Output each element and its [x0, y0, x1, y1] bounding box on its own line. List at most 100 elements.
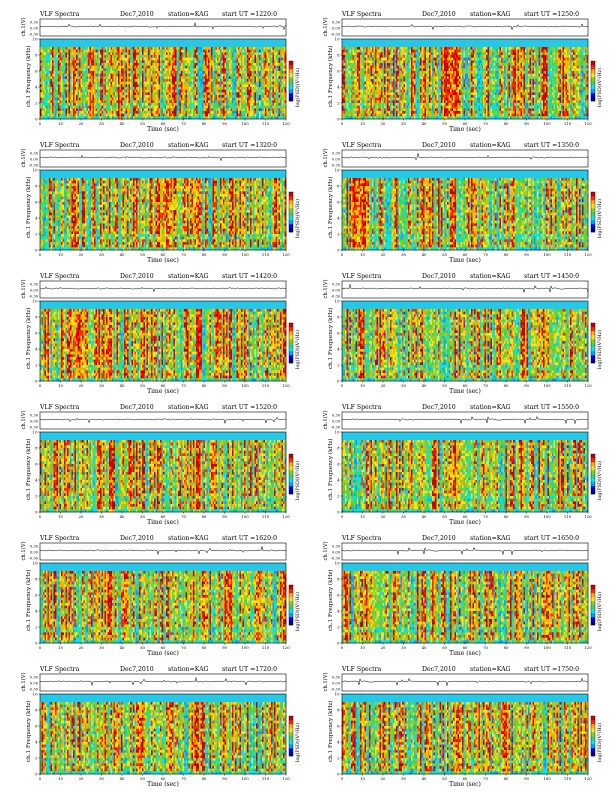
waveform-trace	[39, 546, 287, 556]
x-tick-label: 10	[58, 121, 63, 126]
y-tick-label: 2	[337, 232, 340, 237]
colorbar-tick-label: -	[294, 453, 295, 457]
colorbar-tick-label: -	[596, 584, 597, 588]
colorbar	[591, 716, 595, 757]
x-tick-label: 40	[422, 121, 427, 126]
x-tick-label: 30	[99, 645, 104, 650]
y-tick-label: 2	[337, 494, 340, 499]
x-tick-label: 80	[202, 252, 207, 257]
x-tick-label: 80	[202, 383, 207, 388]
colorbar	[289, 323, 293, 364]
x-tick-label: 60	[463, 514, 468, 519]
x-tick-label: 110	[262, 514, 270, 519]
panel-start-time: start UT =1250:0	[524, 11, 579, 18]
y-tick-label: 4	[35, 347, 38, 352]
x-tick-label: 110	[564, 121, 572, 126]
y-tick-label: 0	[35, 510, 38, 515]
colorbar-tick-label: -	[596, 229, 597, 233]
x-tick-label: 100	[241, 121, 249, 126]
x-tick-label: 50	[442, 514, 447, 519]
waveform-tick-label: 0.30	[30, 545, 39, 549]
x-tick-label: 90	[222, 514, 227, 519]
y-tick-label: 8	[337, 53, 340, 58]
spectrogram-panel: VLF Spectra Dec7,2010 station=KAG start UT …	[322, 404, 602, 525]
x-tick-label: 60	[463, 645, 468, 650]
x-tick-label: 60	[161, 776, 166, 781]
waveform-tick-label: 0.00	[332, 289, 341, 293]
colorbar	[289, 716, 293, 757]
y-tick-label: 10	[335, 168, 340, 173]
x-tick-label: 50	[140, 645, 145, 650]
panel-title: VLF Spectra	[39, 273, 80, 280]
spectrogram-panel: VLF Spectra Dec7,2010 station=KAG start UT …	[20, 142, 300, 263]
waveform-tick-label: 0.30	[30, 21, 39, 25]
y-tick-label: 2	[35, 232, 38, 237]
x-tick-label: 0	[39, 383, 42, 388]
spectrogram-panel: VLF Spectra Dec7,2010 station=KAG start UT …	[20, 404, 300, 525]
waveform-frame	[39, 542, 287, 561]
waveform-tick-label: -0.30	[331, 295, 341, 299]
panel-station: station=KAG	[168, 273, 209, 280]
spectrogram-image	[40, 563, 287, 644]
colorbar-tick-label: -	[294, 715, 295, 719]
colorbar-label: log(PSD)(V²/Hz)	[294, 723, 300, 762]
x-tick-label: 40	[120, 252, 125, 257]
x-tick-label: 80	[504, 383, 509, 388]
x-tick-label: 70	[181, 776, 186, 781]
panel-date: Dec7,2010	[120, 404, 154, 411]
waveform-frame	[39, 280, 287, 299]
x-tick-label: 60	[161, 121, 166, 126]
waveform-axis-label: ch.1(V)	[322, 411, 329, 430]
panel-date: Dec7,2010	[120, 535, 154, 542]
x-tick-label: 10	[58, 252, 63, 257]
colorbar	[591, 585, 595, 626]
waveform-tick-label: 0.00	[30, 289, 39, 293]
waveform-axis-label: ch.1(V)	[20, 18, 27, 37]
waveform-frame	[341, 149, 589, 168]
x-tick-label: 60	[463, 776, 468, 781]
x-tick-label: 120	[584, 514, 592, 519]
y-tick-label: 8	[337, 184, 340, 189]
waveform-tick-label: -0.30	[331, 426, 341, 430]
x-tick-label: 110	[262, 121, 270, 126]
x-tick-label: 90	[524, 645, 529, 650]
x-tick-label: 20	[381, 121, 386, 126]
y-tick-label: 6	[35, 200, 38, 205]
x-tick-label: 90	[524, 514, 529, 519]
waveform-axis-label: ch.1(V)	[20, 280, 27, 299]
spectrogram-image	[342, 39, 589, 120]
x-tick-label: 80	[504, 514, 509, 519]
x-tick-label: 120	[282, 514, 290, 519]
panel-start-time: start UT =1650:0	[524, 535, 579, 542]
x-tick-label: 0	[39, 514, 42, 519]
panel-title: VLF Spectra	[341, 142, 382, 149]
waveform-tick-label: 0.00	[30, 27, 39, 31]
panel-date: Dec7,2010	[422, 273, 456, 280]
y-axis-label: ch.1 Frequency (kHz)	[25, 46, 32, 107]
y-axis-label: ch.1 Frequency (kHz)	[25, 177, 32, 238]
x-tick-label: 100	[543, 514, 551, 519]
x-tick-label: 0	[39, 121, 42, 126]
x-tick-label: 20	[79, 252, 84, 257]
x-tick-label: 50	[442, 776, 447, 781]
y-tick-label: 6	[35, 69, 38, 74]
x-tick-label: 120	[282, 121, 290, 126]
colorbar-label: log(PSD)(V²/Hz)	[294, 330, 300, 369]
spectrogram-image	[40, 39, 287, 120]
waveform-frame	[39, 149, 287, 168]
x-tick-label: 0	[39, 252, 42, 257]
colorbar-tick-label: -	[294, 60, 295, 64]
x-tick-label: 110	[564, 383, 572, 388]
spectrogram-image	[40, 170, 287, 251]
x-tick-label: 20	[381, 776, 386, 781]
x-tick-label: 10	[360, 121, 365, 126]
y-axis-label: ch.1 Frequency (kHz)	[327, 439, 334, 500]
panel-title: VLF Spectra	[39, 404, 80, 411]
x-tick-label: 0	[341, 252, 344, 257]
x-tick-label: 20	[381, 514, 386, 519]
waveform-tick-label: 0.00	[30, 420, 39, 424]
waveform-trace	[39, 286, 287, 293]
x-tick-label: 10	[58, 776, 63, 781]
colorbar-tick-label: -	[294, 98, 295, 102]
panel-date: Dec7,2010	[422, 404, 456, 411]
